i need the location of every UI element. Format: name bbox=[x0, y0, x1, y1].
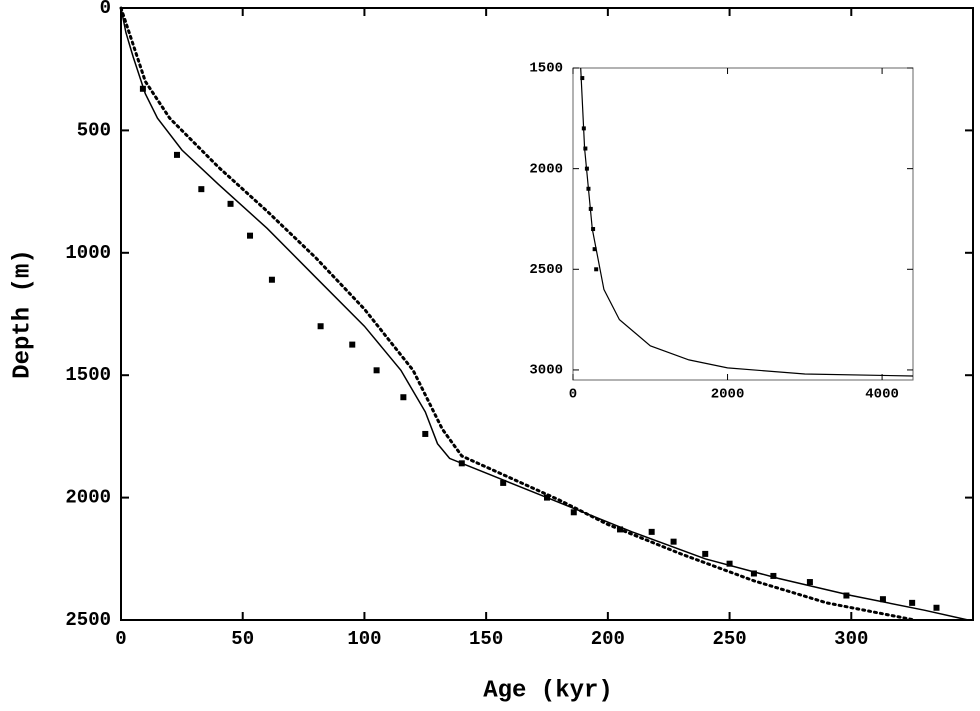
data-point bbox=[268, 276, 275, 283]
data-point bbox=[139, 85, 146, 92]
data-point bbox=[702, 550, 709, 557]
data-point bbox=[500, 479, 507, 486]
x-tick-label: 200 bbox=[591, 628, 625, 650]
data-point bbox=[843, 592, 850, 599]
x-tick-label: 300 bbox=[834, 628, 868, 650]
data-point bbox=[726, 560, 733, 567]
data-point bbox=[458, 460, 465, 467]
data-point bbox=[806, 579, 813, 586]
plot-frame bbox=[572, 67, 914, 381]
x-tick-label: 250 bbox=[712, 628, 746, 650]
data-point bbox=[879, 596, 886, 603]
data-point bbox=[591, 227, 596, 232]
data-point bbox=[317, 323, 324, 330]
y-tick-label: 2000 bbox=[529, 161, 563, 177]
data-point bbox=[173, 151, 180, 158]
data-point bbox=[670, 538, 677, 545]
y-tick-label: 2000 bbox=[65, 487, 111, 509]
data-point bbox=[583, 146, 588, 151]
data-point bbox=[349, 341, 356, 348]
data-point bbox=[580, 76, 585, 81]
data-point bbox=[544, 494, 550, 501]
y-tick-label: 1500 bbox=[529, 61, 563, 77]
data-point bbox=[592, 247, 597, 252]
data-point bbox=[933, 604, 940, 611]
data-point bbox=[588, 206, 593, 211]
series-line bbox=[119, 6, 917, 622]
data-point bbox=[617, 526, 624, 533]
data-point bbox=[373, 367, 380, 374]
data-point bbox=[400, 394, 407, 401]
data-point bbox=[422, 430, 429, 437]
data-point bbox=[750, 570, 757, 577]
y-tick-label: 2500 bbox=[65, 609, 111, 631]
x-tick-label: 100 bbox=[347, 628, 381, 650]
data-point bbox=[227, 200, 234, 207]
data-point bbox=[584, 166, 589, 171]
y-tick-label: 500 bbox=[77, 119, 111, 141]
data-point bbox=[648, 528, 655, 535]
y-tick-label: 2500 bbox=[529, 262, 563, 278]
y-axis-label: Depth (m) bbox=[9, 249, 36, 379]
y-tick-label: 1000 bbox=[65, 242, 111, 264]
data-point bbox=[581, 126, 586, 131]
x-tick-label: 150 bbox=[469, 628, 503, 650]
x-tick-label: 0 bbox=[115, 628, 126, 650]
x-axis-label: Age (kyr) bbox=[483, 677, 613, 704]
data-point bbox=[770, 572, 777, 579]
data-point bbox=[909, 599, 916, 606]
data-point bbox=[570, 509, 577, 516]
x-tick-label: 0 bbox=[569, 387, 577, 403]
x-tick-label: 50 bbox=[231, 628, 254, 650]
data-point bbox=[594, 267, 599, 272]
y-tick-label: 0 bbox=[100, 0, 111, 19]
x-tick-label: 2000 bbox=[711, 387, 745, 403]
y-tick-label: 3000 bbox=[529, 363, 563, 379]
x-tick-label: 4000 bbox=[865, 387, 899, 403]
data-point bbox=[198, 186, 205, 193]
data-point bbox=[586, 186, 591, 191]
data-point bbox=[247, 232, 254, 239]
y-tick-label: 1500 bbox=[65, 364, 111, 386]
